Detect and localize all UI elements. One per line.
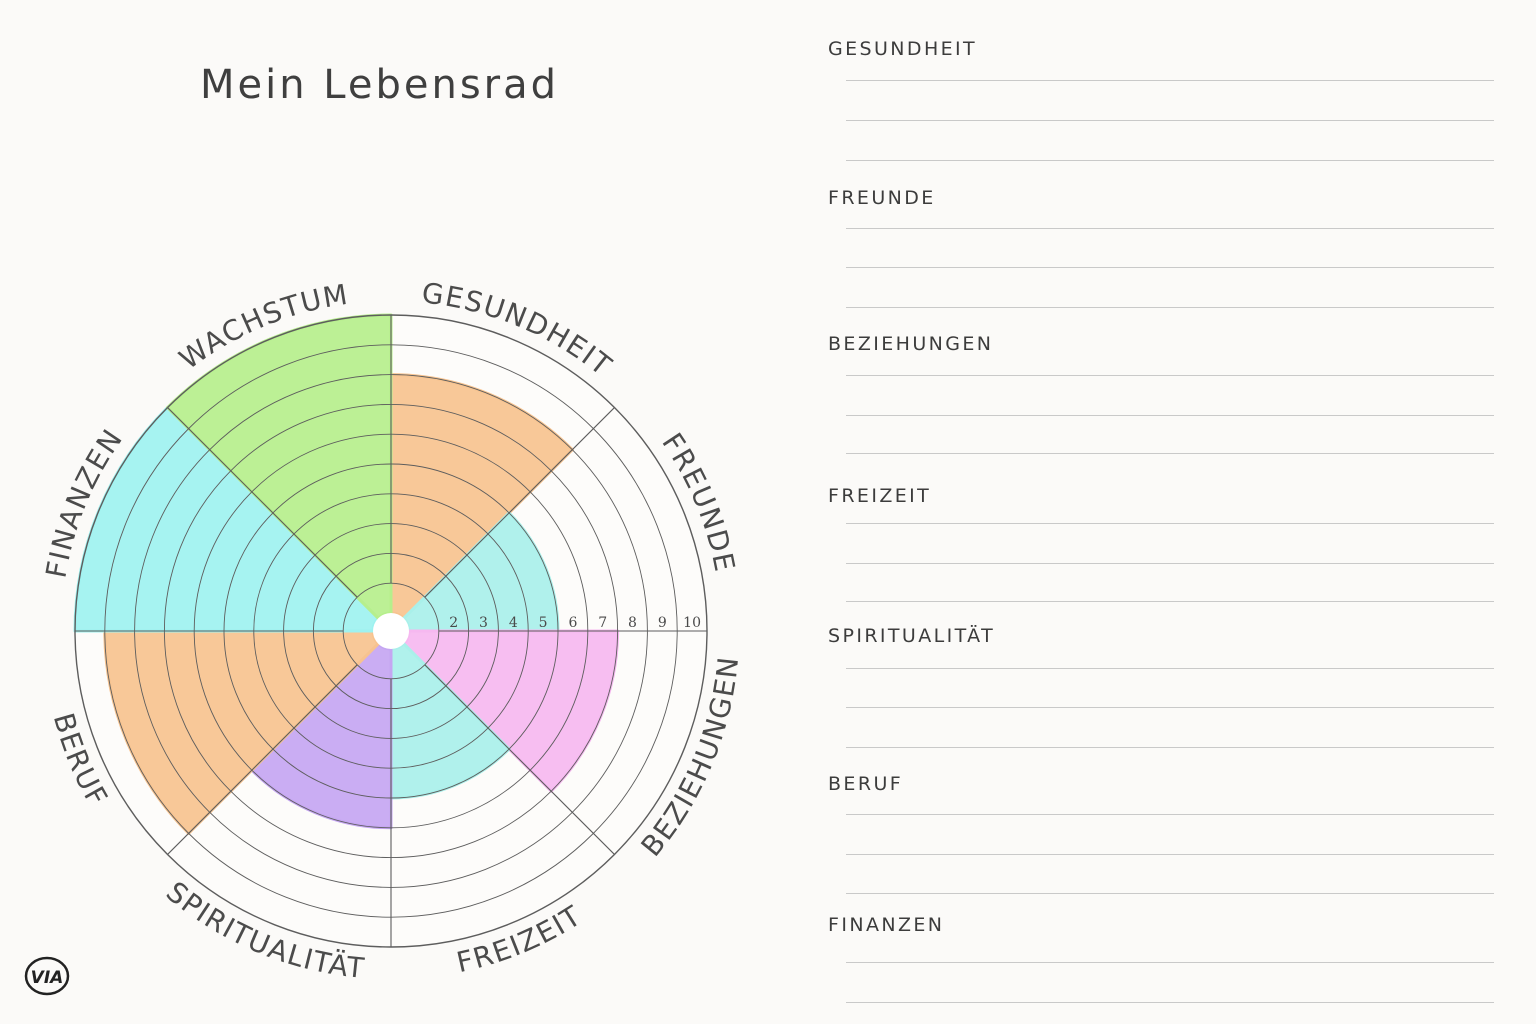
page-title: Mein Lebensrad <box>200 62 560 108</box>
writing-line-beruf[interactable] <box>846 854 1494 855</box>
writing-line-gesundheit[interactable] <box>846 160 1494 161</box>
scale-tick-label: 6 <box>568 615 577 631</box>
writing-line-spiritualitt[interactable] <box>846 707 1494 708</box>
spoke <box>424 664 615 855</box>
writing-line-gesundheit[interactable] <box>846 120 1494 121</box>
scale-ticks: 2 3 4 5 6 7 8 9 10 <box>449 615 701 631</box>
scale-tick-label: 4 <box>509 615 518 631</box>
scale-tick-label: 8 <box>628 615 637 631</box>
writing-line-finanzen[interactable] <box>846 962 1494 963</box>
section-label-finanzen: FINANZEN <box>828 914 945 936</box>
scale-tick-label: 7 <box>598 615 607 631</box>
section-label-gesundheit: GESUNDHEIT <box>828 38 978 60</box>
svg-text:VIA: VIA <box>31 968 64 988</box>
scale-tick-label: 5 <box>539 615 548 631</box>
section-label-freizeit: FREIZEIT <box>828 485 932 507</box>
writing-line-freunde[interactable] <box>846 228 1494 229</box>
writing-line-freunde[interactable] <box>846 307 1494 308</box>
writing-line-freizeit[interactable] <box>846 563 1494 564</box>
section-label-beziehungen: BEZIEHUNGEN <box>828 333 994 355</box>
wheel-hub <box>373 613 409 649</box>
writing-line-beziehungen[interactable] <box>846 415 1494 416</box>
spoke <box>167 664 358 855</box>
writing-line-freizeit[interactable] <box>846 523 1494 524</box>
spoke <box>424 407 615 598</box>
notes-panel: GESUNDHEIT FREUNDE BEZIEHUNGEN FREIZEIT SPIR… <box>828 0 1494 1024</box>
life-wheel: 2 3 4 5 6 7 8 9 10GESUNDHEITFREUNDEBEZIEHUNGENFR… <box>39 276 743 985</box>
writing-line-spiritualitt[interactable] <box>846 747 1494 748</box>
writing-line-freunde[interactable] <box>846 267 1494 268</box>
scale-tick-label: 9 <box>658 615 667 631</box>
section-label-freunde: FREUNDE <box>828 187 936 209</box>
section-label-spiritualitt: SPIRITUALITÄT <box>828 625 996 647</box>
via-logo: VIA <box>24 956 70 996</box>
writing-line-beruf[interactable] <box>846 893 1494 894</box>
scale-tick-label: 10 <box>683 615 701 631</box>
writing-line-finanzen[interactable] <box>846 1002 1494 1003</box>
spokes <box>75 315 707 947</box>
writing-line-beziehungen[interactable] <box>846 453 1494 454</box>
writing-line-beziehungen[interactable] <box>846 375 1494 376</box>
spoke <box>167 407 358 598</box>
writing-line-beruf[interactable] <box>846 814 1494 815</box>
scale-tick-label: 3 <box>479 615 488 631</box>
section-label-beruf: BERUF <box>828 773 904 795</box>
scale-tick-label: 2 <box>449 615 458 631</box>
writing-line-gesundheit[interactable] <box>846 80 1494 81</box>
writing-line-spiritualitt[interactable] <box>846 668 1494 669</box>
writing-line-freizeit[interactable] <box>846 601 1494 602</box>
